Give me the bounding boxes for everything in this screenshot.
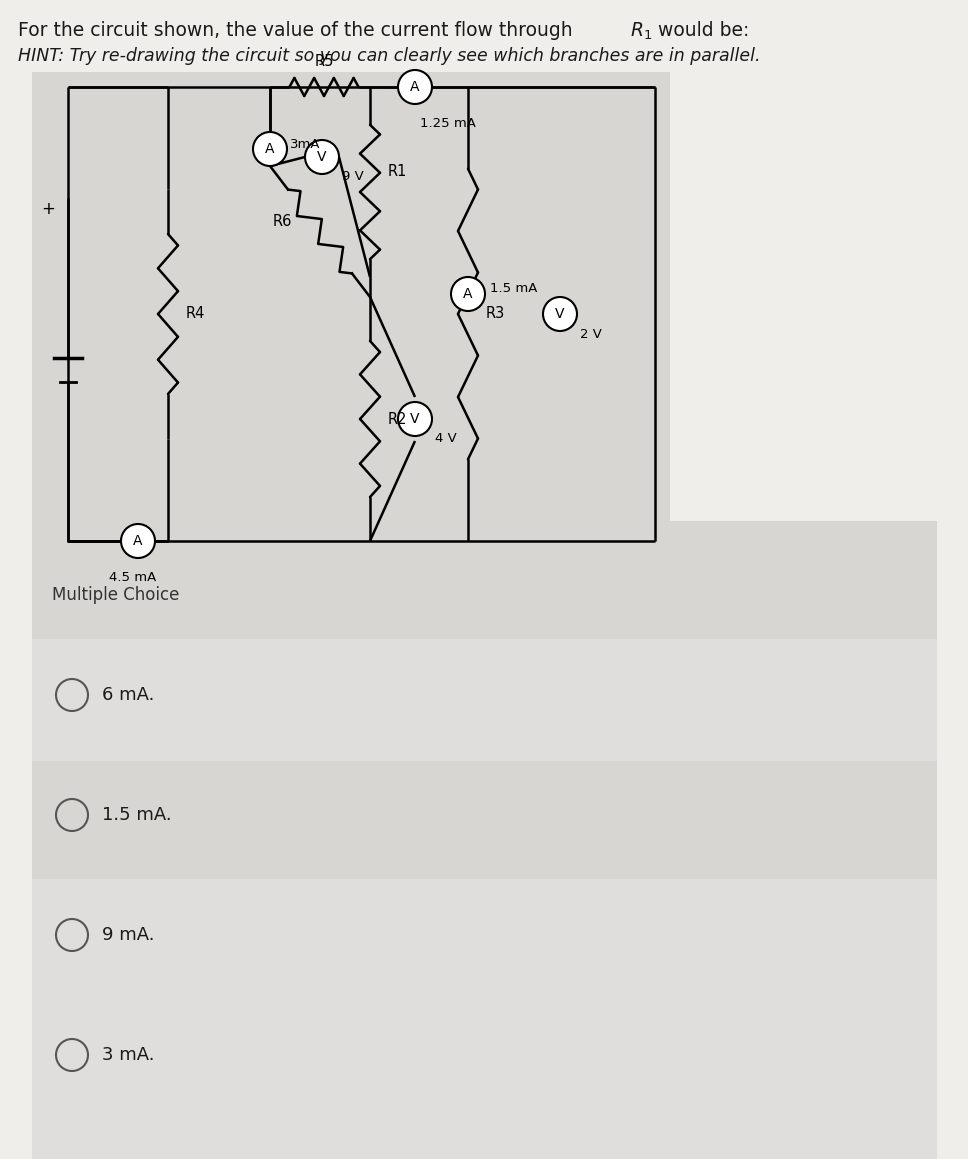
Text: 1.25 mA: 1.25 mA [420,117,476,130]
Bar [32,573,937,1159]
Text: 6 mA.: 6 mA. [102,686,154,704]
Text: $R_1$: $R_1$ [630,21,652,42]
Text: 9 V: 9 V [342,170,364,183]
Text: would be:: would be: [652,21,749,41]
Bar [32,522,937,639]
Text: 1.5 mA.: 1.5 mA. [102,806,171,824]
Text: A: A [265,143,275,156]
Text: HINT: Try re-drawing the circuit so you can clearly see which branches are in pa: HINT: Try re-drawing the circuit so you … [18,48,761,65]
Bar [32,72,670,573]
Circle shape [398,70,432,104]
Text: R1: R1 [388,165,408,180]
Text: R6: R6 [273,214,292,229]
Circle shape [451,277,485,311]
Circle shape [121,524,155,557]
Bar [32,761,937,879]
Text: 4.5 mA: 4.5 mA [109,571,157,584]
Text: 3mA: 3mA [290,138,320,151]
Text: V: V [556,307,564,321]
Text: 2 V: 2 V [580,328,602,341]
Text: 1.5 mA: 1.5 mA [490,283,537,296]
Text: V: V [410,411,420,427]
Text: R3: R3 [486,306,505,321]
Text: R5: R5 [315,54,334,70]
Circle shape [543,297,577,331]
Text: For the circuit shown, the value of the current flow through: For the circuit shown, the value of the … [18,21,579,41]
Text: V: V [318,150,327,165]
Text: A: A [464,287,472,301]
Text: R2: R2 [388,411,408,427]
Circle shape [253,132,287,166]
Bar [32,641,937,759]
Bar [32,881,937,999]
Circle shape [305,140,339,174]
Text: Multiple Choice: Multiple Choice [52,586,179,604]
Text: A: A [410,80,420,94]
Text: 4 V: 4 V [435,432,457,445]
Text: R4: R4 [186,306,205,321]
Text: A: A [134,534,142,548]
Text: 3 mA.: 3 mA. [102,1047,155,1064]
Circle shape [398,402,432,436]
Text: +: + [41,201,55,218]
Text: 9 mA.: 9 mA. [102,926,155,943]
